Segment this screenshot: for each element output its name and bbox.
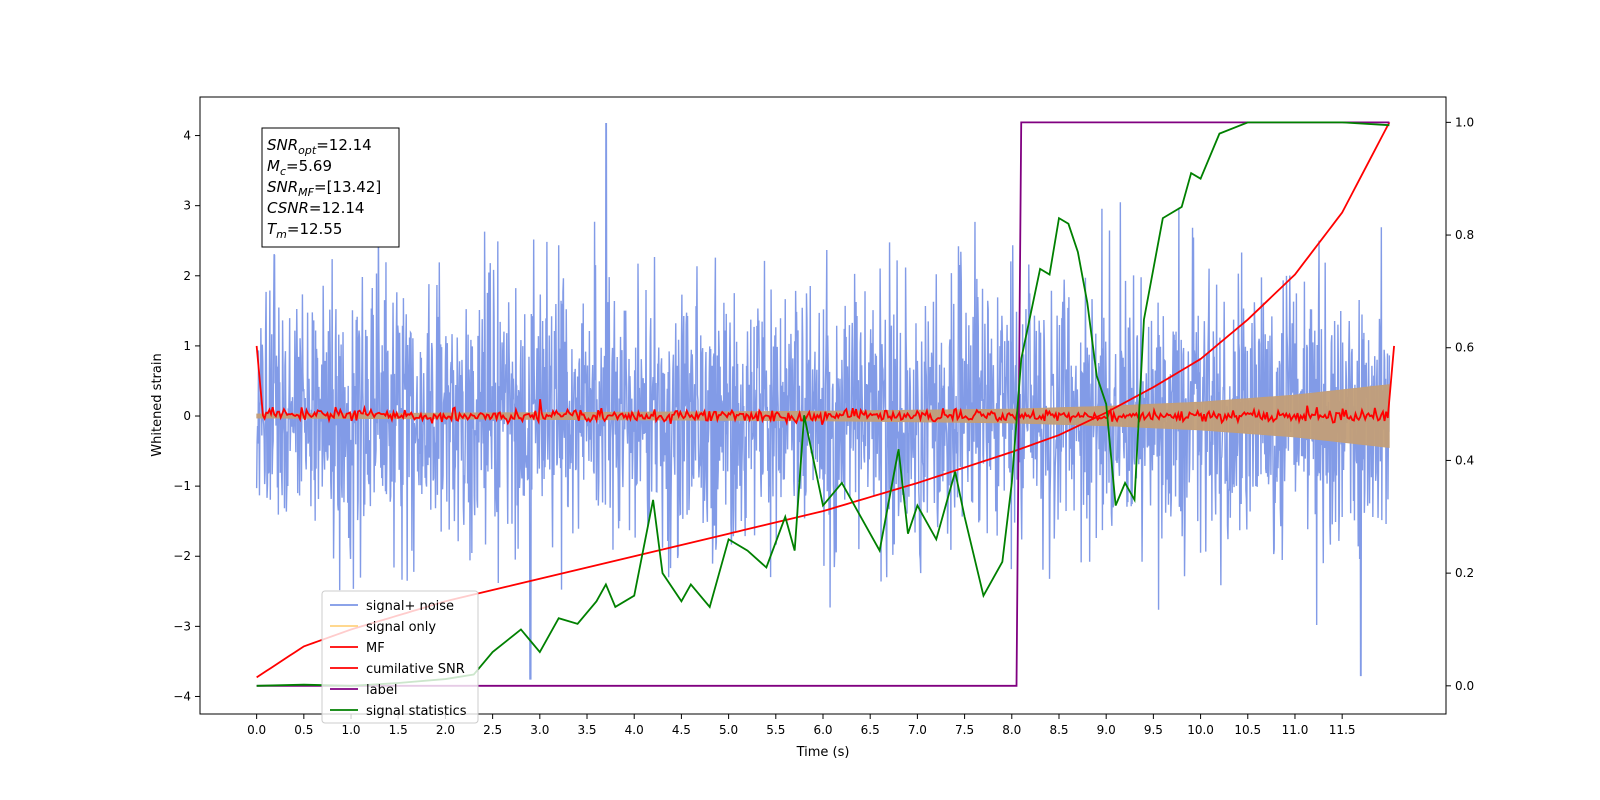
y-left-tick-label: 4	[183, 129, 191, 143]
x-tick-label: 5.0	[719, 723, 738, 737]
annotation-box: SNRopt=12.14Mc=5.69SNRMF=[13.42]CSNR=12.…	[261, 127, 400, 248]
legend-label: signal statistics	[366, 704, 467, 719]
x-axis-label: Time (s)	[796, 745, 850, 760]
x-tick-label: 5.5	[766, 723, 785, 737]
y-axis-right: 1.0 0.8 0.6 0.4 0.2 0.0	[1446, 115, 1474, 693]
x-tick-label: 8.5	[1049, 723, 1068, 737]
legend-label: MF	[366, 641, 385, 656]
y-left-tick-label: −3	[173, 619, 191, 633]
y-left-tick-label: −2	[173, 549, 191, 563]
x-tick-label: 4.5	[672, 723, 691, 737]
legend-label: signal+ noise	[366, 599, 454, 614]
x-tick-label: 7.0	[908, 723, 927, 737]
x-tick-label: 1.5	[389, 723, 408, 737]
y-right-tick-label: 0.0	[1455, 679, 1474, 693]
x-tick-label: 10.5	[1234, 723, 1261, 737]
legend-label: label	[366, 683, 397, 698]
x-tick-label: 3.5	[577, 723, 596, 737]
y-axis-label: Whitened strain	[150, 353, 165, 456]
x-tick-label: 6.5	[861, 723, 880, 737]
x-tick-label: 1.0	[341, 723, 360, 737]
x-tick-label: 10.0	[1187, 723, 1214, 737]
legend-label: signal only	[366, 620, 436, 635]
annotation-line: Tm=12.55	[267, 220, 342, 241]
annotation-line: Mc=5.69	[267, 157, 332, 178]
x-tick-label: 2.0	[436, 723, 455, 737]
annotation-line: CSNR=12.14	[267, 199, 364, 217]
x-tick-label: 9.0	[1097, 723, 1116, 737]
y-right-tick-label: 0.6	[1455, 341, 1474, 355]
x-tick-label: 8.0	[1002, 723, 1021, 737]
legend-label: cumilative SNR	[366, 662, 465, 677]
x-tick-label: 7.5	[955, 723, 974, 737]
x-axis: 0.0 0.5 1.0 1.5 2.0 2.5 3.0 3.5 4.0 4.5 5.0 5.5 6.0 6…	[247, 714, 1356, 737]
series-label	[256, 121, 1390, 687]
y-right-tick-label: 0.8	[1455, 228, 1474, 242]
x-tick-label: 11.0	[1282, 723, 1309, 737]
series-signal-statistics	[256, 121, 1390, 687]
y-left-tick-label: 0	[183, 409, 191, 423]
series-signal-noise	[255, 122, 1391, 680]
legend-frame	[321, 590, 479, 724]
annotation-frame	[261, 127, 400, 248]
y-left-tick-label: −1	[173, 479, 191, 493]
x-tick-label: 11.5	[1329, 723, 1356, 737]
y-left-tick-label: 2	[183, 269, 191, 283]
x-tick-label: 0.0	[247, 723, 266, 737]
x-tick-label: 0.5	[294, 723, 313, 737]
legend: signal+ noise signal only MF cumilative SNR…	[321, 590, 479, 724]
annotation-line: SNRopt=12.14	[267, 136, 372, 157]
y-right-tick-label: 0.2	[1455, 566, 1474, 580]
series-mf	[255, 345, 1395, 427]
x-tick-label: 6.0	[813, 723, 832, 737]
y-left-tick-label: 1	[183, 339, 191, 353]
x-tick-label: 2.5	[483, 723, 502, 737]
annotation-line: SNRMF=[13.42]	[267, 178, 381, 199]
y-right-tick-label: 0.4	[1455, 453, 1474, 467]
x-tick-label: 9.5	[1144, 723, 1163, 737]
y-left-tick-label: 3	[183, 199, 191, 213]
y-right-tick-label: 1.0	[1455, 115, 1474, 129]
y-left-tick-label: −4	[173, 689, 191, 703]
x-tick-label: 3.0	[530, 723, 549, 737]
y-axis-left: 4 3 2 1 0 −1 −2 −3 −4	[173, 129, 200, 703]
x-tick-label: 4.0	[625, 723, 644, 737]
